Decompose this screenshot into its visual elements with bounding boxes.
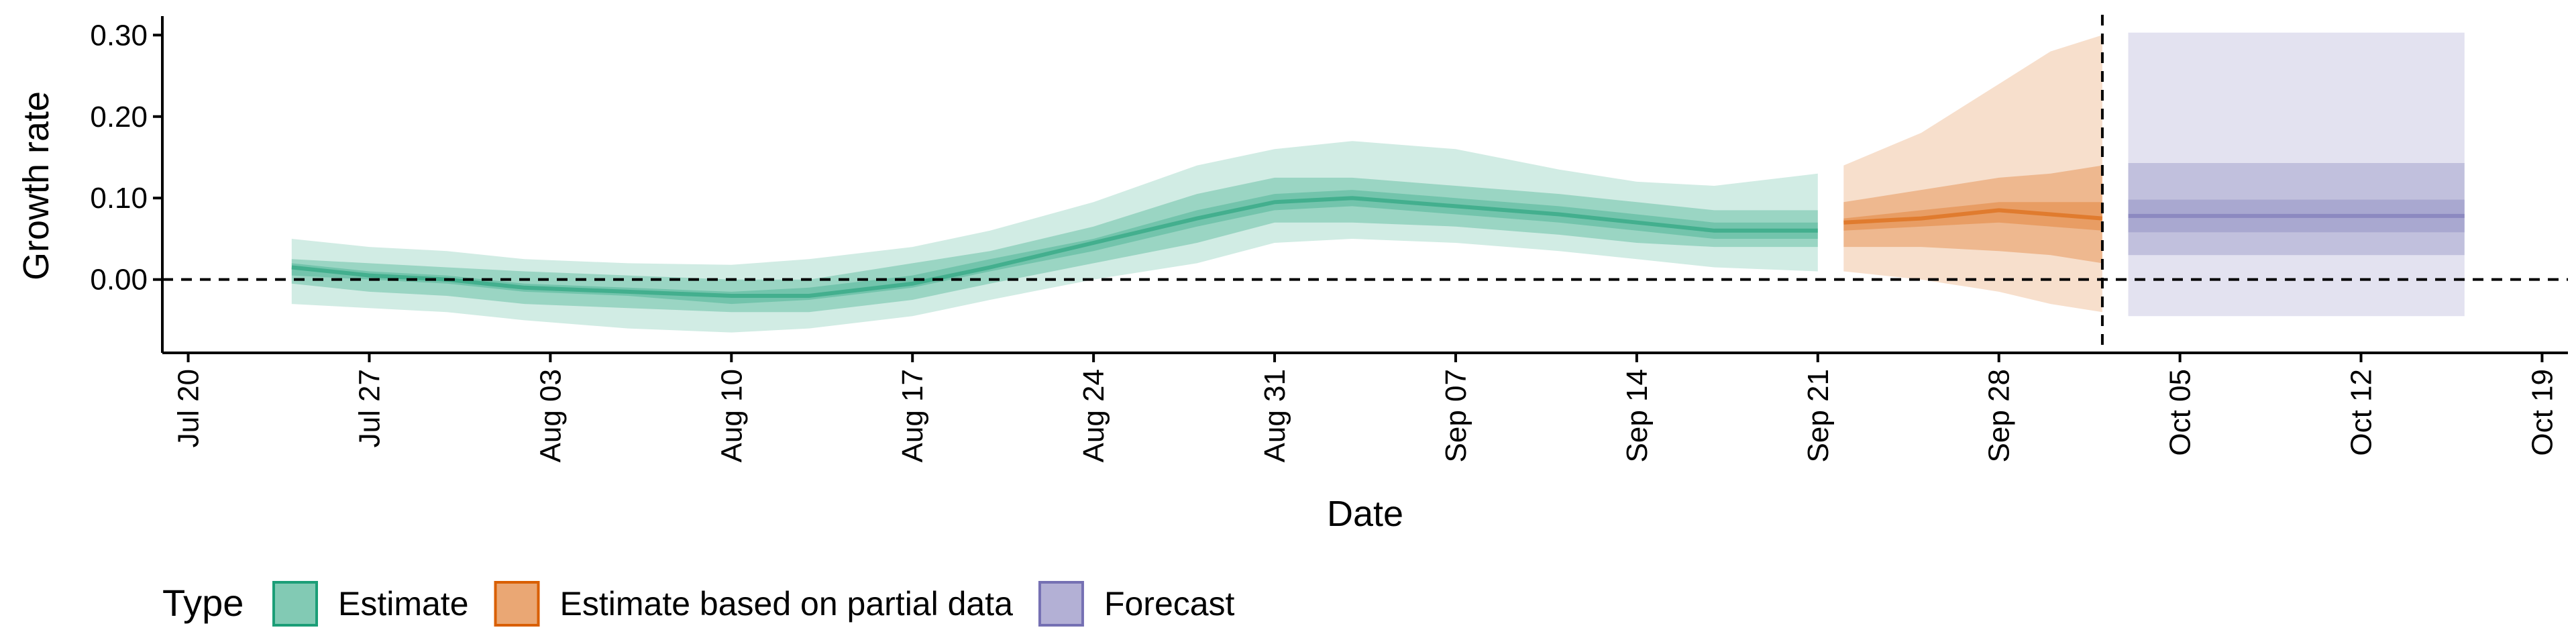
- y-tick-label: 0.30: [90, 19, 148, 52]
- x-tick-label: Jul 27: [353, 369, 386, 447]
- reference-lines: [162, 15, 2568, 353]
- x-tick-label: Aug 10: [715, 369, 748, 462]
- y-tick-label: 0.00: [90, 264, 148, 297]
- estimate-based-on-partial-data-band-90: [1843, 35, 2102, 313]
- x-tick-label: Oct 05: [2164, 369, 2197, 456]
- legend-label-forecast: Forecast: [1104, 585, 1235, 623]
- x-tick-label: Aug 17: [896, 369, 929, 462]
- x-tick-label: Sep 07: [1440, 369, 1472, 462]
- legend-title: Type: [162, 582, 244, 624]
- legend: Type Estimate Estimate based on partial da…: [162, 581, 1235, 627]
- y-axis-title: Growth rate: [16, 91, 56, 280]
- legend-key-forecast: [1038, 581, 1084, 627]
- x-tick-label: Oct 19: [2526, 369, 2559, 456]
- axes: 0.00 0.10 0.20 0.30 Jul 20 Jul 27 Aug 03 Aug 10…: [16, 16, 2568, 534]
- legend-label-estimate-based-on-partial-data: Estimate based on partial data: [560, 585, 1014, 623]
- estimate-based-on-partial-data-band-20: [1843, 202, 2102, 231]
- x-tick-label: Sep 28: [1983, 369, 2016, 462]
- y-tick-label: 0.20: [90, 101, 148, 133]
- x-tick-label: Sep 21: [1802, 369, 1835, 462]
- x-tick-label: Jul 20: [172, 369, 205, 447]
- legend-label-estimate: Estimate: [338, 585, 469, 623]
- forecast-band-50: [2128, 163, 2465, 256]
- legend-key-estimate-based-on-partial-data: [494, 581, 540, 627]
- y-tick-label: 0.10: [90, 182, 148, 215]
- estimate-based-on-partial-data-median-line: [1843, 208, 2103, 225]
- x-axis-title: Date: [1327, 494, 1403, 534]
- estimate-median-line: [291, 196, 1818, 298]
- estimate-band-20: [291, 190, 1818, 305]
- median-lines: [291, 196, 2465, 298]
- x-tick-label: Aug 31: [1258, 369, 1291, 462]
- x-tick-label: Aug 03: [534, 369, 567, 462]
- estimate-band-90: [291, 141, 1818, 333]
- x-tick-label: Oct 12: [2345, 369, 2378, 456]
- x-tick-label: Sep 14: [1621, 369, 1654, 462]
- legend-key-estimate: [272, 581, 318, 627]
- forecast-band-90: [2128, 32, 2465, 317]
- uncertainty-bands: [291, 32, 2465, 333]
- x-tick-label: Aug 24: [1077, 369, 1110, 462]
